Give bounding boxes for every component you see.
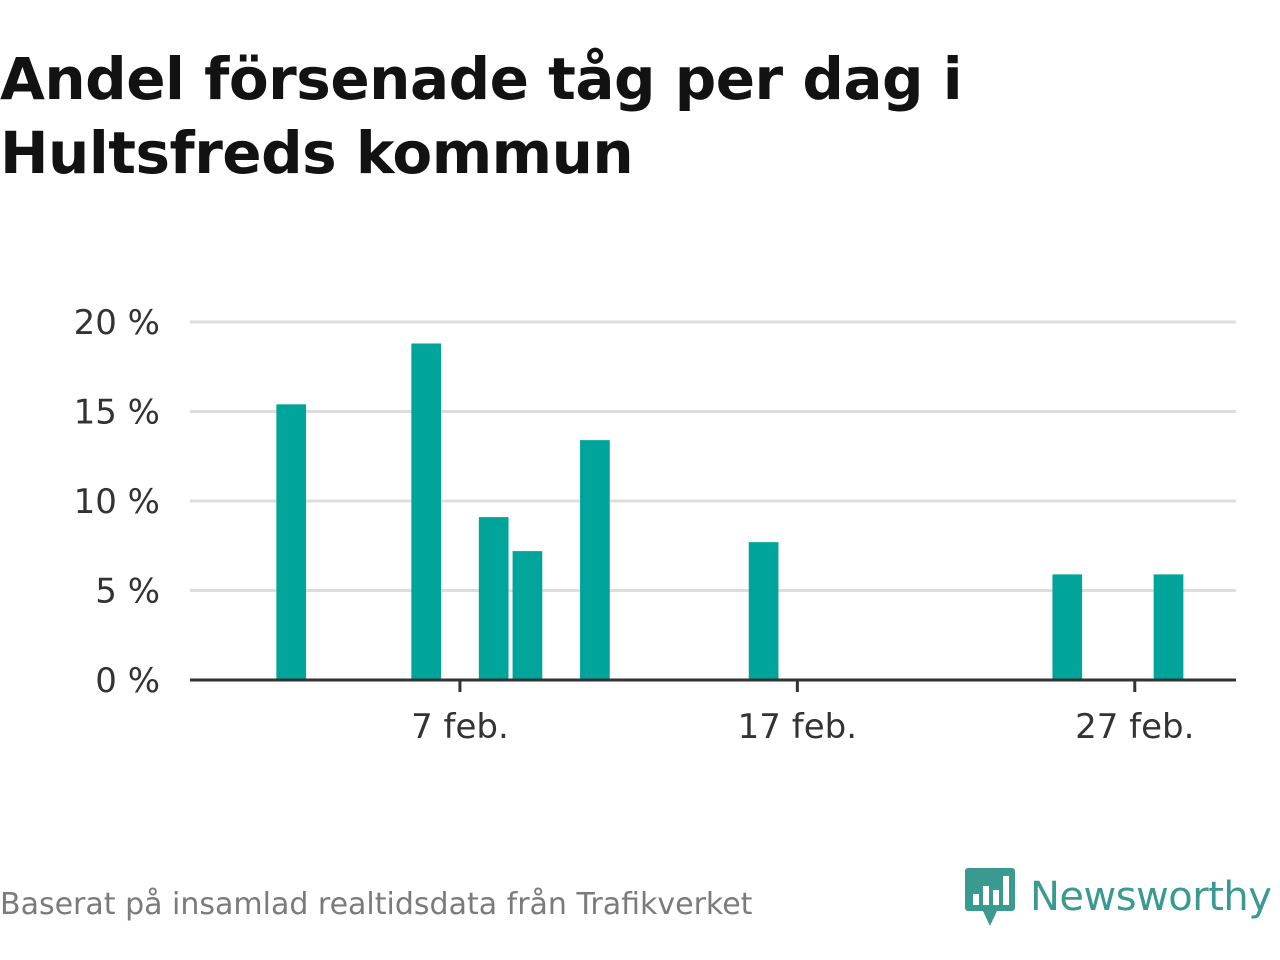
bars	[276, 343, 1184, 680]
x-axis	[190, 678, 1236, 692]
bar	[478, 517, 509, 680]
newsworthy-logo-icon	[965, 868, 1015, 926]
chart-title: Andel försenade tåg per dag i Hultsfreds…	[0, 45, 963, 187]
brand-name: Newsworthy	[1030, 874, 1272, 920]
y-tick-label: 10 %	[74, 482, 160, 522]
bar	[580, 440, 610, 680]
x-axis-labels: 7 feb. 17 feb. 27 feb.	[411, 707, 1194, 747]
bar	[512, 551, 543, 680]
y-tick-label: 0 %	[95, 661, 160, 701]
bar	[1052, 574, 1083, 680]
bar	[1153, 574, 1184, 680]
bar	[411, 343, 442, 680]
bar	[276, 404, 307, 680]
y-tick-label: 15 %	[74, 393, 160, 433]
source-note: Baserat på insamlad realtidsdata från Tr…	[0, 887, 753, 922]
y-tick-label: 5 %	[95, 572, 160, 612]
bar	[748, 542, 779, 680]
brand-logo: Newsworthy	[964, 864, 1272, 930]
x-tick-label: 27 feb.	[1075, 707, 1194, 747]
x-tick-label: 17 feb.	[738, 707, 857, 747]
y-tick-label: 20 %	[74, 303, 160, 343]
grid-lines	[190, 320, 1236, 592]
y-axis-labels: 0 % 5 % 10 % 15 % 20 %	[74, 303, 160, 701]
x-tick-label: 7 feb.	[411, 707, 509, 747]
